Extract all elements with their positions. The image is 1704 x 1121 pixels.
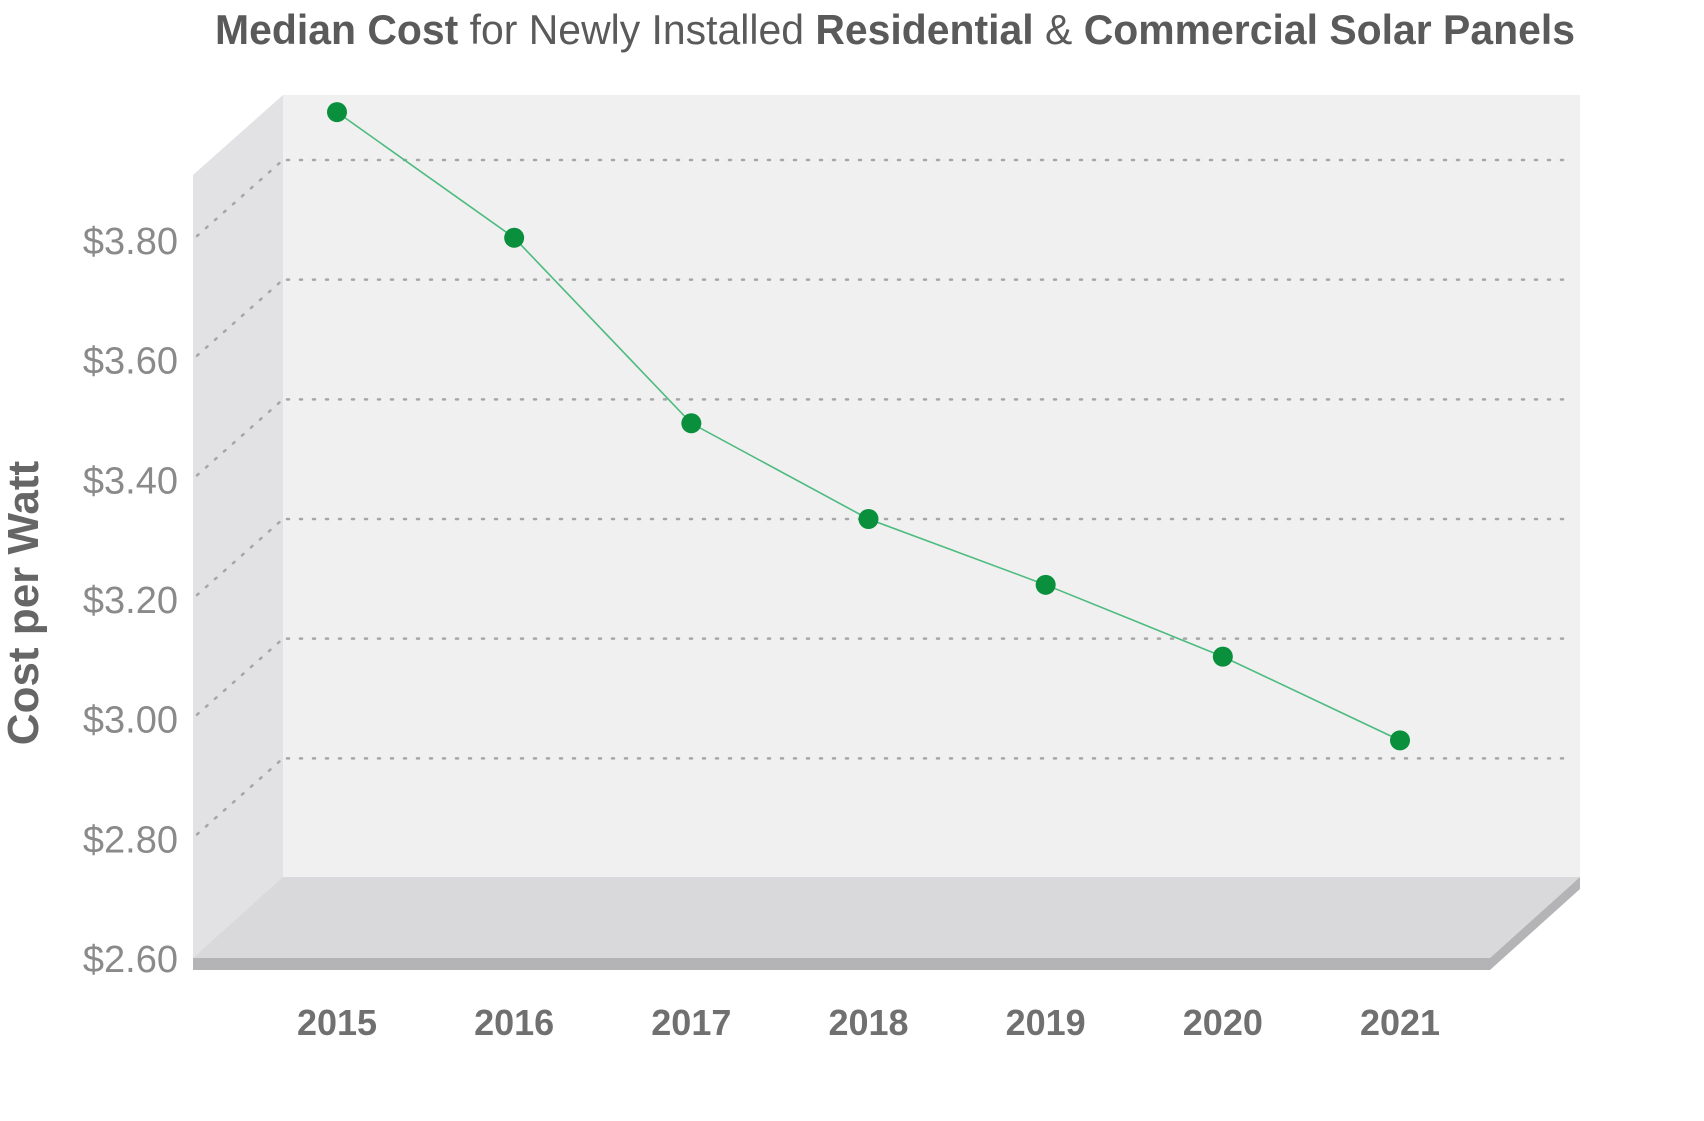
gridline-diagonal xyxy=(195,398,285,477)
x-tick-label: 2018 xyxy=(828,1002,908,1043)
x-axis-ticks: 2015 2016 2017 2018 2019 2020 2021 xyxy=(297,1002,1440,1043)
back-wall xyxy=(283,95,1580,880)
svg-text:Median Cost for Newly Installe: Median Cost for Newly Installed Resident… xyxy=(215,6,1575,53)
y-tick-label: $3.60 xyxy=(83,341,178,383)
data-point xyxy=(327,102,347,123)
gridline-diagonal xyxy=(195,637,285,716)
floor xyxy=(193,877,1580,958)
chart-title-part: Median Cost xyxy=(215,6,458,53)
grid-lines xyxy=(195,158,1572,836)
y-axis-title: Cost per Watt xyxy=(0,460,48,745)
gridline-diagonal xyxy=(195,158,285,238)
x-tick-label: 2017 xyxy=(651,1002,731,1043)
data-point xyxy=(1212,646,1233,667)
chart-title-part: for Newly Installed xyxy=(458,6,815,53)
chart-title-part: & xyxy=(1034,6,1084,53)
x-tick-label: 2020 xyxy=(1183,1002,1263,1043)
chart-title-part: Residential xyxy=(815,6,1033,53)
left-wall xyxy=(193,95,283,958)
data-point xyxy=(504,227,525,248)
x-tick-label: 2016 xyxy=(474,1002,554,1043)
floor-front-edge xyxy=(193,958,1490,970)
data-point xyxy=(681,413,702,434)
y-tick-label: $3.40 xyxy=(83,460,178,502)
series-line xyxy=(327,102,1410,751)
y-axis-title-group: Cost per Watt xyxy=(0,460,48,745)
floor-right-edge xyxy=(1490,877,1580,970)
chart-walls xyxy=(193,95,1580,970)
y-axis-ticks: $3.80 $3.60 $3.40 $3.20 $3.00 $2.80 $2.60 xyxy=(83,221,178,981)
y-tick-label: $3.00 xyxy=(83,700,178,742)
data-point xyxy=(1035,574,1056,595)
x-tick-label: 2015 xyxy=(297,1002,377,1043)
chart-title-part: Commercial Solar Panels xyxy=(1084,6,1575,53)
data-point xyxy=(1390,730,1410,751)
y-tick-label: $2.60 xyxy=(83,939,178,981)
gridline-diagonal xyxy=(195,757,285,836)
chart-title: Median Cost for Newly Installed Resident… xyxy=(215,6,1575,53)
x-tick-label: 2021 xyxy=(1360,1002,1440,1043)
gridline-diagonal xyxy=(195,278,285,357)
x-tick-label: 2019 xyxy=(1006,1002,1086,1043)
data-point xyxy=(858,509,879,529)
y-tick-label: $3.80 xyxy=(83,221,178,263)
y-tick-label: $2.80 xyxy=(83,819,178,861)
y-tick-label: $3.20 xyxy=(83,580,178,622)
gridline-diagonal xyxy=(195,517,285,597)
